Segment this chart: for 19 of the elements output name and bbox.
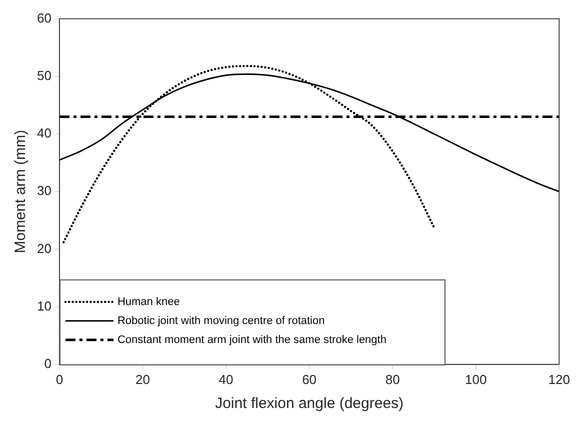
y-tick-label: 20 [36, 240, 52, 256]
x-tick-label: 40 [218, 372, 234, 387]
y-tick-label: 40 [36, 126, 52, 141]
x-axis-title: Joint flexion angle (degrees) [215, 395, 404, 412]
y-tick-label: 10 [36, 298, 52, 314]
y-axis-title: Moment arm (mm) [12, 130, 30, 254]
y-tick-label: 30 [36, 183, 52, 198]
y-tick-label: 60 [36, 10, 52, 26]
y-tick-label: 50 [36, 68, 52, 83]
legend-label: Robotic joint with moving centre of rotation [117, 314, 325, 327]
x-tick-label: 0 [56, 372, 64, 387]
legend-label: Constant moment arm joint with the same stroke length [117, 334, 386, 346]
x-tick-label: 60 [302, 372, 317, 387]
x-tick-label: 120 [548, 372, 570, 387]
x-tick-label: 20 [136, 372, 150, 387]
x-tick-label: 80 [385, 372, 400, 387]
legend-label: Human knee [117, 296, 180, 308]
y-tick-label: 0 [44, 356, 52, 371]
x-tick-label: 100 [465, 372, 487, 387]
